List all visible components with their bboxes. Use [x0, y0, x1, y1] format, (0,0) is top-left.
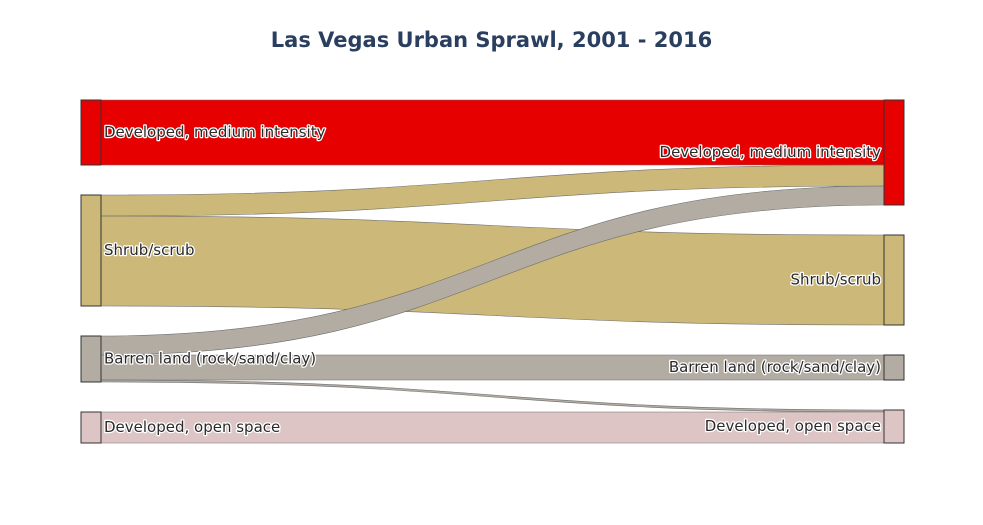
sankey-node[interactable] [883, 354, 905, 381]
node-label: Barren land (rock/sand/clay) [104, 350, 316, 368]
sankey-node[interactable] [883, 234, 905, 326]
sankey-node[interactable] [80, 411, 102, 444]
node-label: Developed, open space [705, 417, 881, 435]
node-label: Developed, medium intensity [660, 143, 882, 161]
node-label: Shrub/scrub [790, 271, 881, 289]
sankey-node[interactable] [883, 99, 905, 206]
sankey-link[interactable] [100, 379, 885, 413]
sankey-node[interactable] [80, 194, 102, 307]
node-label: Developed, open space [104, 418, 280, 436]
node-label: Developed, medium intensity [104, 123, 326, 141]
sankey-node[interactable] [883, 409, 905, 444]
sankey-node[interactable] [80, 99, 102, 166]
node-label: Barren land (rock/sand/clay) [669, 358, 881, 376]
links [100, 99, 885, 444]
chart-title: Las Vegas Urban Sprawl, 2001 - 2016 [270, 28, 713, 52]
sankey-node[interactable] [80, 335, 102, 383]
nodes: Developed, medium intensity Shrub/scrub Ba… [80, 99, 905, 444]
node-label: Shrub/scrub [104, 241, 195, 259]
